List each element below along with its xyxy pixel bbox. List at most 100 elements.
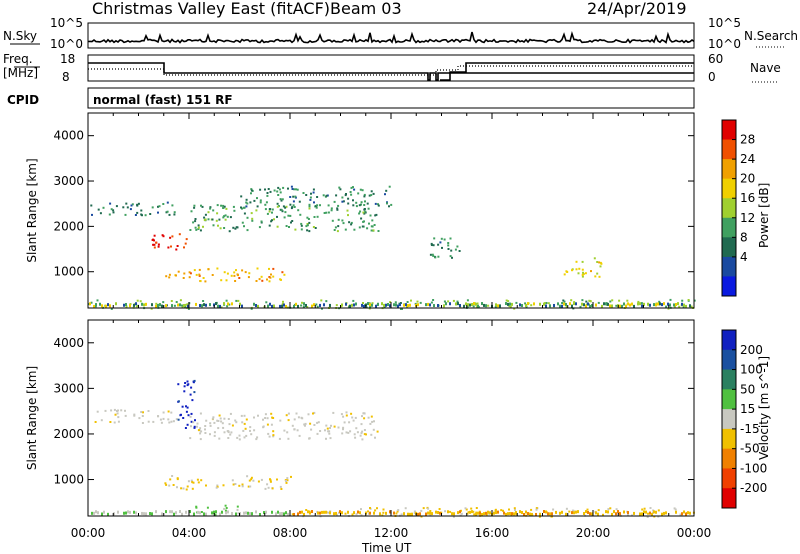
echo-cell — [233, 271, 236, 274]
ground-scatter-cell — [457, 302, 459, 306]
echo-cell — [287, 412, 290, 415]
echo-cell — [182, 277, 185, 279]
echo-cell — [360, 201, 363, 204]
echo-cell — [266, 278, 268, 281]
ground-scatter-cell — [437, 304, 439, 308]
echo-cell — [189, 415, 192, 418]
echo-cell — [167, 410, 170, 413]
colorbar-swatch — [722, 139, 736, 160]
colorbar-swatch — [722, 428, 736, 450]
echo-cell — [300, 224, 303, 227]
echo-cell — [308, 230, 311, 233]
echo-cell — [508, 508, 510, 511]
echo-cell — [266, 483, 269, 486]
echo-cell — [363, 193, 366, 196]
echo-cell — [345, 193, 347, 195]
echo-cell — [240, 414, 243, 417]
echo-cell — [278, 437, 281, 440]
echo-cell — [188, 276, 191, 279]
ground-scatter-cell — [495, 511, 497, 515]
echo-cell — [220, 279, 223, 282]
echo-cell — [344, 228, 347, 231]
ground-scatter-cell — [311, 510, 313, 514]
echo-cell — [287, 187, 289, 190]
station-title: Christmas Valley East (fitACF) — [92, 0, 330, 18]
echo-cell — [115, 205, 118, 208]
echo-cell — [94, 305, 97, 308]
echo-cell — [177, 400, 180, 403]
ground-scatter-cell — [319, 303, 321, 307]
ground-scatter-cell — [595, 511, 597, 515]
echo-cell — [297, 416, 300, 419]
echo-cell — [449, 255, 452, 258]
ground-scatter-cell — [125, 302, 127, 306]
echo-cell — [363, 195, 366, 198]
echo-cell — [301, 301, 303, 304]
ground-scatter-cell — [569, 302, 571, 306]
ground-scatter-cell — [281, 512, 283, 516]
echo-cell — [233, 209, 236, 212]
ground-scatter-cell — [135, 302, 137, 306]
echo-cell — [473, 513, 476, 516]
echo-cell — [360, 432, 363, 435]
echo-cell — [384, 193, 386, 196]
ground-scatter-cell — [651, 512, 653, 516]
echo-cell — [236, 505, 239, 508]
ground-scatter-cell — [559, 511, 561, 515]
echo-cell — [253, 429, 256, 432]
ground-scatter-cell — [225, 511, 227, 515]
ground-scatter-cell — [187, 304, 189, 308]
echo-cell — [230, 274, 233, 277]
ground-scatter-cell — [303, 302, 305, 306]
echo-cell — [341, 219, 344, 222]
ground-scatter-cell — [95, 510, 97, 514]
echo-cell — [185, 238, 188, 241]
ground-scatter-cell — [643, 510, 645, 514]
ground-scatter-cell — [673, 303, 675, 307]
echo-cell — [359, 210, 362, 213]
ground-scatter-cell — [275, 512, 277, 516]
ground-scatter-cell — [583, 303, 585, 307]
ground-scatter-cell — [211, 511, 213, 515]
echo-cell — [213, 421, 216, 424]
x-tick-label: 16:00 — [475, 526, 510, 540]
echo-cell — [305, 194, 308, 196]
echo-cell — [172, 484, 175, 486]
echo-cell — [194, 419, 196, 422]
ground-scatter-cell — [265, 510, 267, 514]
ground-scatter-cell — [633, 511, 635, 515]
echo-cell — [149, 213, 152, 215]
ground-scatter-cell — [273, 304, 275, 308]
ground-scatter-cell — [247, 511, 249, 515]
echo-cell — [365, 433, 367, 436]
echo-cell — [224, 509, 227, 512]
echo-cell — [207, 211, 210, 214]
echo-cell — [164, 482, 167, 485]
echo-cell — [181, 306, 184, 309]
echo-cell — [370, 433, 373, 436]
ground-scatter-cell — [345, 302, 347, 306]
ground-scatter-cell — [601, 304, 603, 308]
echo-cell — [494, 306, 497, 308]
echo-cell — [209, 424, 212, 427]
velocity-panel-frame — [87, 319, 695, 517]
ground-scatter-cell — [135, 511, 137, 515]
echo-cell — [361, 430, 364, 433]
echo-cell — [366, 202, 369, 205]
echo-cell — [340, 413, 343, 416]
echo-cell — [359, 434, 362, 437]
echo-cell — [678, 305, 681, 308]
ground-scatter-cell — [643, 302, 645, 306]
echo-cell — [597, 301, 600, 304]
ground-scatter-cell — [481, 302, 483, 306]
ground-scatter-cell — [511, 302, 513, 306]
echo-cell — [237, 274, 239, 277]
echo-cell — [220, 204, 223, 207]
echo-cell — [199, 438, 202, 441]
echo-cell — [183, 272, 186, 275]
ground-scatter-cell — [243, 511, 245, 515]
echo-cell — [513, 307, 516, 310]
echo-cell — [197, 481, 200, 484]
echo-cell — [584, 272, 587, 275]
